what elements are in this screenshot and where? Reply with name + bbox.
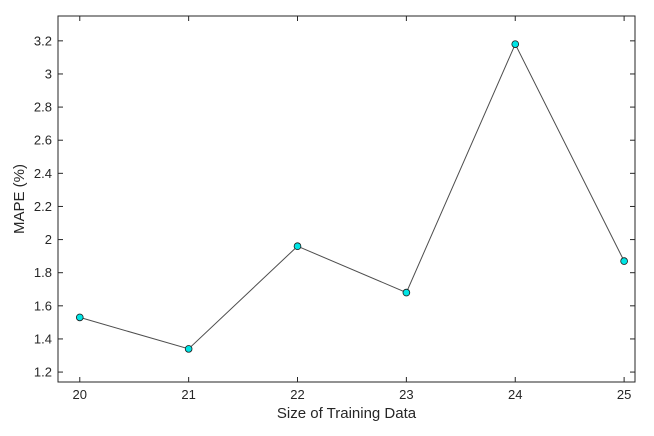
y-tick-label: 2.2 [34, 199, 52, 214]
plot-area-frame [57, 15, 636, 383]
data-point-marker [75, 313, 84, 322]
series-line [79, 42, 625, 350]
y-axis-ticks: 1.2 1.4 1.6 1.8 2 2.2 2.4 2.6 2.8 3 3.2 [34, 33, 635, 380]
data-point-marker [184, 345, 193, 353]
data-point-marker [620, 257, 628, 265]
y-tick-label: 2.6 [34, 133, 52, 148]
x-tick-label: 25 [617, 387, 631, 402]
y-tick-label: 2.4 [34, 166, 52, 181]
x-tick-label: 22 [290, 387, 304, 402]
y-tick-label: 1.6 [34, 298, 52, 313]
data-point-marker [402, 288, 411, 297]
y-tick-label: 2.8 [34, 100, 52, 115]
x-tick-label: 21 [181, 387, 195, 402]
y-tick-label: 1.4 [34, 331, 52, 346]
x-axis-ticks: 20 21 22 23 24 25 [73, 16, 631, 402]
y-tick-label: 1.2 [34, 365, 52, 380]
x-tick-label: 20 [73, 387, 87, 402]
y-tick-label: 1.8 [34, 265, 52, 280]
y-tick-label: 3.2 [34, 33, 52, 48]
y-tick-label: 2 [45, 232, 52, 247]
x-tick-label: 23 [399, 387, 413, 402]
data-point-marker [511, 40, 520, 48]
x-tick-label: 24 [508, 387, 522, 402]
series-group [75, 40, 628, 353]
x-axis-label: Size of Training Data [277, 405, 417, 422]
data-point-marker [293, 242, 302, 250]
y-axis-label: MAPE (%) [11, 164, 28, 234]
y-tick-label: 3 [45, 66, 52, 81]
